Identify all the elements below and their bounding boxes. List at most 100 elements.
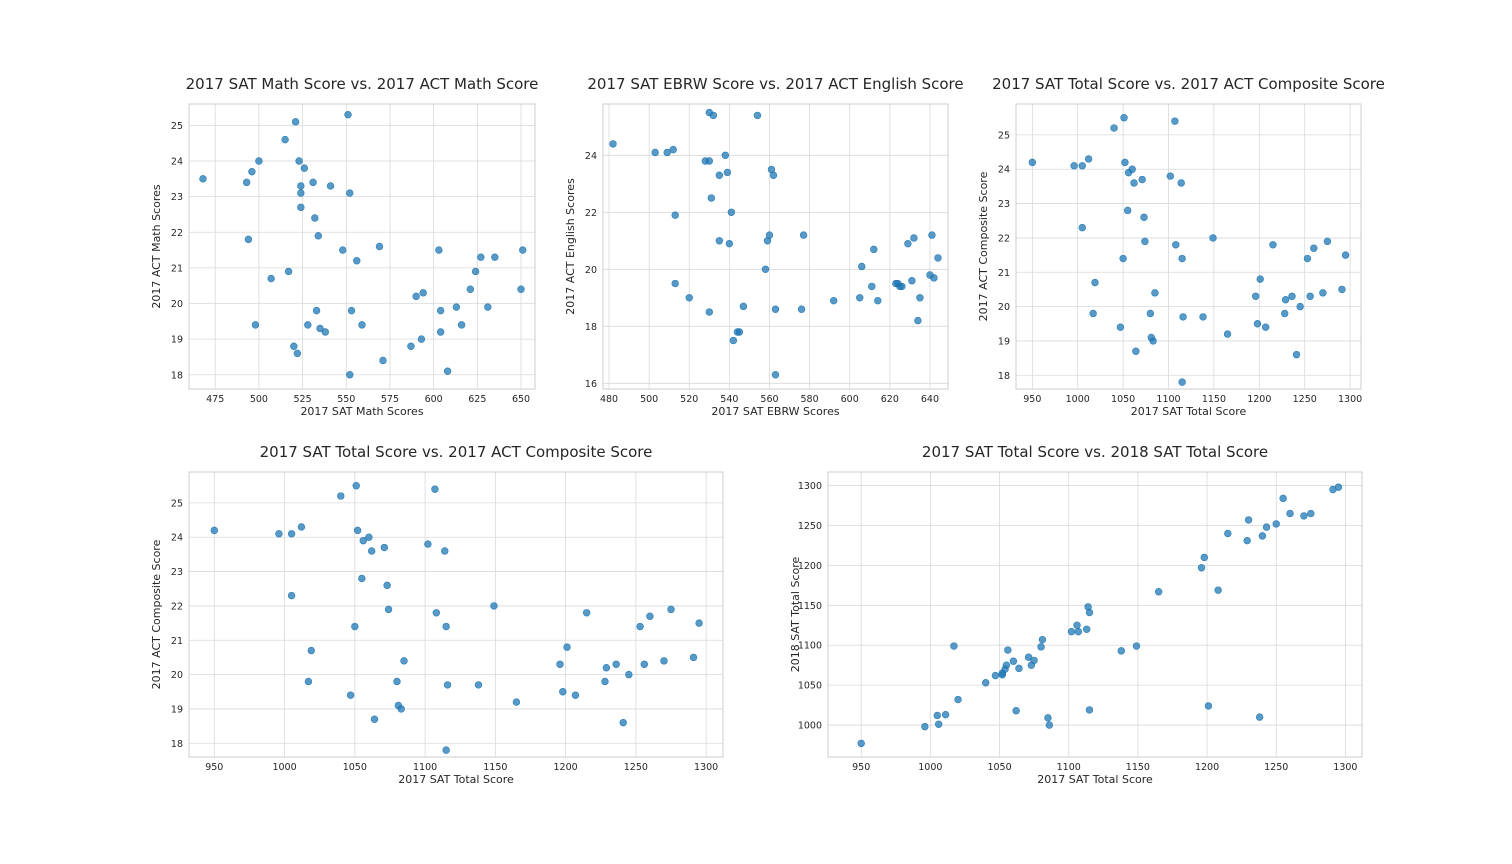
chart-2-data-point (1251, 292, 1260, 300)
chart-2-data-point (1146, 309, 1155, 318)
chart-4-data-point (982, 679, 990, 687)
chart-1-data-point (735, 328, 744, 336)
chart-4-data-point (921, 722, 929, 731)
chart-1-data-point (856, 294, 864, 302)
chart-4-y-axis-label: 2018 SAT Total Score (789, 556, 802, 672)
chart-2-x-tick-label: 1300 (1338, 394, 1362, 405)
chart-0-data-point (436, 328, 445, 336)
chart-2-data-point (1138, 175, 1146, 184)
chart-0-x-axis-label: 2017 SAT Math Scores (300, 405, 423, 418)
chart-2-data-point (1091, 278, 1099, 287)
chart-0-data-point (471, 267, 480, 276)
chart-0-data-point (309, 178, 317, 187)
chart-3-data-point (636, 622, 644, 631)
chart-0-data-point (457, 321, 466, 329)
chart-0-data-point (358, 321, 366, 329)
chart-0-data-point (291, 118, 300, 126)
chart-3-data-point (304, 677, 313, 686)
chart-2-data-point (1141, 237, 1149, 246)
chart-1-data-point (870, 245, 878, 254)
chart-2-data-point (1028, 158, 1037, 167)
chart-2-data-point (1253, 320, 1262, 328)
chart-2-data-point (1119, 254, 1127, 263)
chart-2-x-tick-label: 1200 (1247, 394, 1271, 405)
chart-2-data-point (1178, 254, 1186, 263)
chart-2-y-tick-label: 23 (998, 199, 1010, 210)
chart-2-y-tick-label: 25 (998, 130, 1010, 141)
chart-4-data-point (1012, 706, 1020, 715)
chart-3-data-point (559, 688, 567, 696)
chart-2-x-tick-label: 1150 (1202, 394, 1226, 405)
chart-4-data-point (1082, 625, 1091, 633)
chart-3-data-point (443, 681, 452, 689)
chart-0-data-point (347, 306, 356, 315)
chart-1-data-point (725, 239, 734, 248)
chart-4-data-point (1030, 656, 1038, 665)
chart-1-data-point (671, 279, 679, 288)
chart-3-data-point (571, 691, 580, 699)
chart-4-data-point (1074, 627, 1083, 636)
chart-2-data-point (1172, 241, 1180, 249)
chart-0-data-point (436, 306, 445, 315)
chart-3-data-point (432, 609, 441, 617)
chart-1-data-point (874, 296, 882, 305)
chart-3-data-point (625, 670, 633, 679)
chart-2-data-point (1110, 124, 1118, 132)
chart-3-y-tick-label: 24 (171, 533, 183, 544)
chart-3-data-point (384, 605, 393, 614)
chart-0-data-point (517, 285, 525, 293)
chart-1-data-point (769, 171, 778, 179)
chart-1-data-point (721, 151, 730, 160)
chart-4-data-point (1300, 512, 1308, 520)
chart-4-x-tick-label: 1150 (1126, 762, 1150, 773)
chart-1-x-tick-label: 500 (640, 394, 658, 405)
chart-0-data-point (435, 246, 443, 254)
chart-4-data-point (950, 642, 958, 650)
chart-3-x-axis-label: 2017 SAT Total Score (398, 773, 514, 786)
chart-1-data-point (671, 211, 679, 219)
chart-4-x-tick-label: 1250 (1264, 762, 1288, 773)
chart-0-data-point (344, 110, 352, 119)
chart-4-data-point (1009, 657, 1018, 665)
chart-4-y-tick-label: 1000 (798, 721, 822, 732)
chart-1-data-point (761, 265, 770, 273)
chart-2-y-tick-label: 19 (998, 336, 1010, 347)
chart-4-data-point (1255, 713, 1264, 721)
chart-1-data-point (663, 148, 671, 157)
panel-sat-total-vs-act-composite-top: 950 1000 1050 1100 1150 1200 1250 1300 18 19 20 21 2… (977, 75, 1385, 418)
chart-3-x-tick-label: 1050 (343, 762, 367, 773)
chart-1-data-point (898, 282, 906, 291)
chart-4-x-tick-label: 1200 (1195, 762, 1219, 773)
chart-0-data-point (281, 135, 289, 144)
chart-0-data-point (284, 267, 293, 276)
chart-2-data-point (1256, 275, 1264, 283)
chart-4-data-point (1002, 661, 1011, 669)
chart-4-x-tick-label: 1300 (1333, 762, 1357, 773)
chart-2-data-point (1269, 241, 1277, 249)
chart-2-data-point (1178, 378, 1186, 386)
chart-2-data-point (1292, 350, 1301, 359)
chart-1-data-point (651, 148, 659, 157)
chart-3-x-tick-label: 1150 (483, 762, 507, 773)
chart-3-data-point (287, 530, 296, 538)
chart-2-data-point (1296, 302, 1304, 311)
chart-3-x-tick-label: 950 (205, 762, 223, 773)
chart-3-data-point (307, 646, 315, 655)
chart-1-x-tick-label: 640 (921, 394, 939, 405)
panel-sat-2017-vs-sat-2018: 950 1000 1050 1100 1150 1200 1250 1300 1000 1050 1… (789, 443, 1363, 786)
chart-3-data-point (353, 526, 362, 535)
chart-4-data-point (934, 720, 943, 728)
chart-2-data-point (1223, 330, 1232, 338)
chart-3-x-tick-label: 1200 (554, 762, 578, 773)
chart-2-data-point (1078, 162, 1086, 170)
chart-4-y-tick-label: 1250 (798, 521, 822, 532)
chart-0-data-point (346, 371, 354, 379)
chart-1-data-point (707, 194, 716, 202)
chart-2-data-point (1151, 289, 1159, 297)
chart-3-data-point (337, 492, 345, 500)
chart-2-data-point (1281, 309, 1289, 318)
chart-2-data-point (1306, 292, 1314, 300)
chart-0-data-point (491, 253, 499, 261)
chart-4-data-point (1258, 532, 1267, 540)
chart-0-data-point (407, 342, 415, 350)
